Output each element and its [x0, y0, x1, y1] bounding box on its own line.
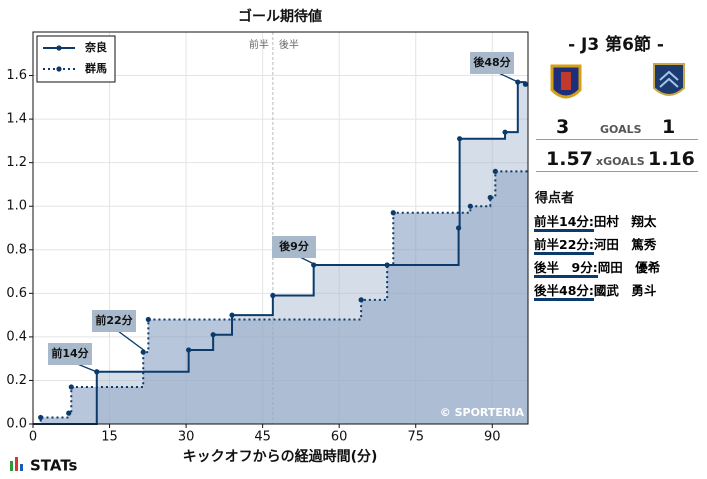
point	[145, 316, 151, 323]
y-tick-label: 1.0	[6, 199, 27, 214]
point	[38, 414, 44, 421]
brand-icon	[10, 461, 13, 471]
match-title: - J3 第6節 -	[568, 35, 664, 55]
point	[270, 292, 276, 299]
step-line	[33, 81, 528, 425]
point	[210, 332, 216, 338]
x-tick-label: 90	[484, 430, 501, 445]
logos	[550, 63, 685, 99]
home-xg: 1.57	[546, 148, 593, 170]
point	[186, 347, 192, 353]
scorer-row: 前半14分:田村 翔太	[534, 211, 657, 232]
annotation: 前14分	[51, 346, 88, 360]
annotation: 後48分	[473, 55, 510, 69]
home-logo	[561, 72, 571, 90]
annotation: 後9分	[279, 239, 309, 253]
point	[229, 312, 235, 318]
scorer-row: 前半22分:河田 篤秀	[534, 234, 657, 255]
point	[502, 129, 508, 135]
point	[467, 203, 473, 209]
y-tick-label: 0.8	[6, 242, 27, 257]
point	[457, 136, 463, 142]
scorer-name: 田村 翔太	[593, 214, 657, 229]
legend-label: 群馬	[84, 61, 107, 75]
credit: © SPORTERIA	[440, 406, 525, 419]
y-tick-label: 0.2	[6, 373, 27, 388]
xg-label: xGOALS	[596, 155, 645, 168]
area	[33, 82, 528, 424]
scorer-row: 後半 9分:岡田 優希	[534, 257, 661, 278]
point	[358, 297, 364, 303]
x-tick-label: 75	[407, 430, 424, 445]
x-tick-label: 30	[178, 430, 195, 445]
y-tick-label: 0.0	[6, 417, 27, 432]
point	[384, 262, 390, 268]
y-tick-label: 1.4	[6, 112, 27, 127]
point	[390, 210, 396, 216]
point	[455, 225, 462, 231]
annotation-box	[48, 343, 92, 365]
divider	[536, 139, 698, 140]
annotation: 前22分	[95, 313, 132, 327]
scorer-time: 後半48分:	[534, 283, 594, 301]
scorer-name: 河田 篤秀	[593, 237, 657, 252]
scorer-time: 前半22分:	[534, 237, 594, 255]
scorer-name: 國武 勇斗	[593, 283, 657, 298]
legend-label: 奈良	[84, 40, 107, 54]
legend-marker	[56, 66, 62, 72]
annotation-box	[470, 52, 514, 74]
home-goals: 3	[556, 116, 570, 138]
scorer-name: 岡田 優希	[597, 260, 661, 275]
y-tick-label: 0.6	[6, 286, 27, 301]
annotation-box	[92, 310, 136, 332]
scorer-row: 後半48分:國武 勇斗	[534, 280, 657, 301]
x-tick-label: 60	[331, 430, 348, 445]
legend-marker	[56, 45, 62, 51]
away-goals: 1	[662, 116, 676, 138]
x-tick-label: 15	[101, 430, 118, 445]
half-label: 前半	[249, 38, 269, 51]
point	[487, 194, 493, 201]
divider	[536, 171, 698, 172]
y-tick-label: 1.2	[6, 155, 27, 170]
half-label: 後半	[279, 38, 299, 51]
away-logo	[659, 70, 679, 88]
x-tick-label: 45	[254, 430, 271, 445]
point	[492, 168, 498, 174]
x-tick-label: 0	[29, 430, 37, 445]
scorer-time: 前半14分:	[534, 214, 594, 232]
annotation-box	[272, 236, 316, 258]
side-panel: - J3 第6節 - 3 GOALS 1 1.57 xGOALS 1.16 得点…	[534, 0, 704, 479]
away-xg: 1.16	[648, 148, 695, 170]
brand: STATs	[30, 457, 78, 475]
x-axis-label: キックオフからの経過時間(分)	[183, 448, 378, 465]
point	[68, 384, 74, 390]
brand-icon	[20, 464, 23, 471]
scorers-title: 得点者	[535, 191, 575, 206]
y-tick-label: 0.4	[6, 329, 27, 344]
plot-frame	[32, 31, 529, 425]
y-tick-label: 1.6	[6, 68, 27, 83]
goals-label: GOALS	[600, 123, 642, 136]
point	[66, 410, 72, 416]
chart-title: ゴール期待値	[238, 8, 322, 25]
legend-box	[36, 35, 116, 83]
area	[33, 171, 528, 424]
brand-icon	[15, 457, 18, 471]
chart: ゴール期待値 キックオフからの経過時間(分) STATs 0.0 0.2 0.4 0.…	[6, 8, 529, 475]
point	[522, 81, 529, 87]
scorer-time: 後半 9分:	[534, 260, 598, 278]
